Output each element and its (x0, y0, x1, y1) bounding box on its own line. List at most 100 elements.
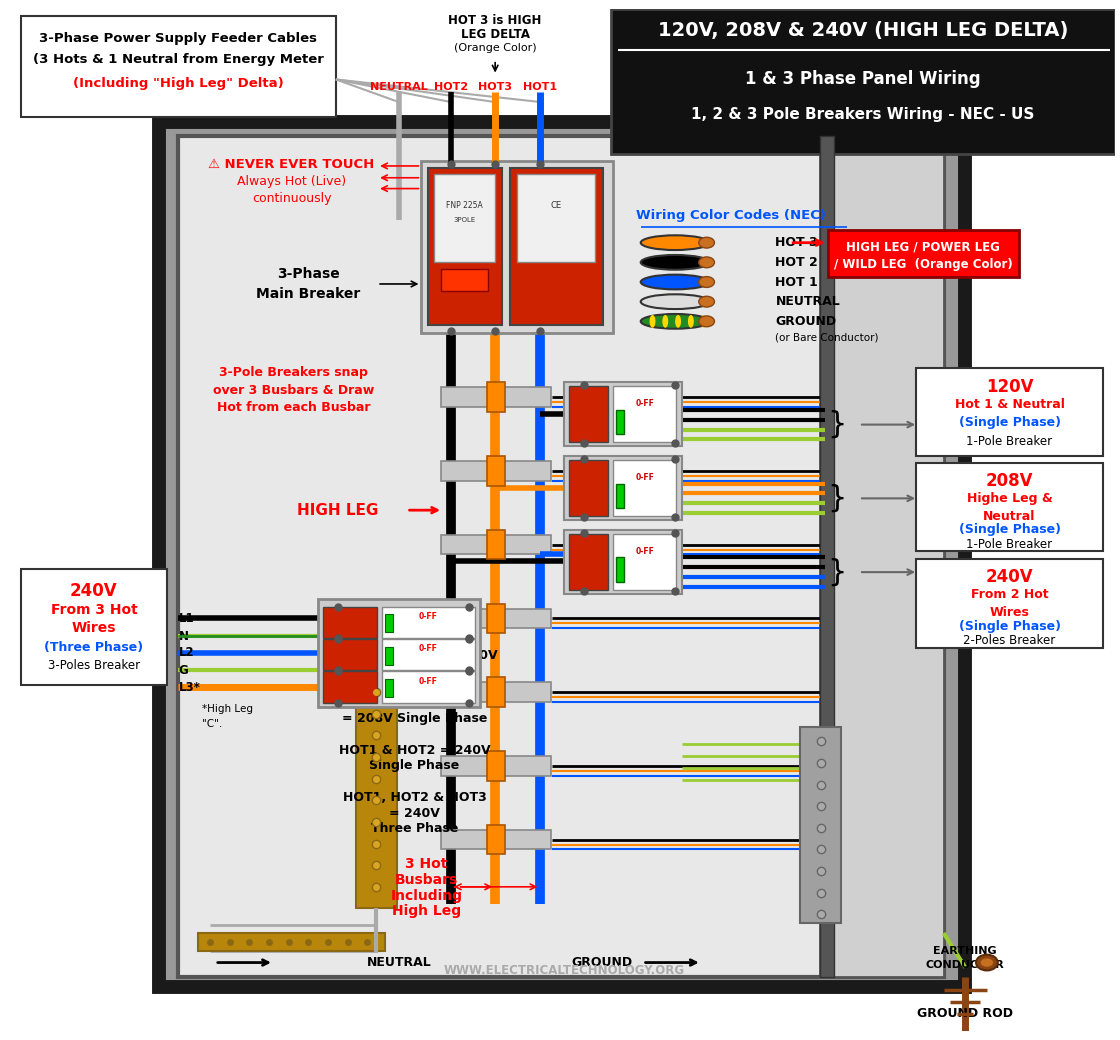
Ellipse shape (699, 296, 715, 307)
Text: NEUTRAL: NEUTRAL (775, 295, 840, 308)
Text: HIGH LEG: HIGH LEG (297, 502, 379, 518)
Ellipse shape (701, 315, 707, 328)
Bar (916, 367, 1103, 457)
Ellipse shape (976, 955, 998, 970)
Bar (318, 599, 480, 707)
Bar (487, 751, 505, 781)
Text: Hot 1 & Neutral: Hot 1 & Neutral (954, 398, 1064, 412)
Text: 1-Pole Breaker: 1-Pole Breaker (967, 538, 1053, 551)
Text: 0-FF: 0-FF (419, 612, 438, 621)
Text: (3 Hots & 1 Neutral from Energy Meter: (3 Hots & 1 Neutral from Energy Meter (34, 53, 324, 67)
Text: 1 & 3 Phase Panel Wiring: 1 & 3 Phase Panel Wiring (745, 71, 981, 88)
Text: Busbars: Busbars (394, 873, 458, 887)
Bar (441, 269, 488, 291)
Text: 0-FF: 0-FF (419, 645, 438, 653)
Text: 240V: 240V (986, 568, 1034, 586)
Text: 3 Hot: 3 Hot (405, 857, 448, 872)
Text: over 3 Busbars & Draw: over 3 Busbars & Draw (213, 384, 374, 396)
Bar (613, 386, 676, 442)
Bar (487, 529, 505, 560)
Ellipse shape (699, 277, 715, 287)
Bar (564, 457, 682, 520)
Text: }: } (828, 410, 847, 439)
Text: (Single Phase): (Single Phase) (959, 620, 1061, 632)
Text: Highe Leg &: Highe Leg & (967, 492, 1053, 504)
Bar (441, 756, 551, 776)
Text: Wiring Color Codes (NEC): Wiring Color Codes (NEC) (636, 209, 827, 222)
Text: 3-Pole Breakers snap: 3-Pole Breakers snap (220, 366, 368, 379)
Text: HOT1: HOT1 (523, 82, 558, 93)
Bar (441, 535, 551, 554)
Bar (441, 387, 551, 407)
Bar (441, 682, 551, 702)
Bar (385, 647, 393, 665)
Bar (178, 136, 944, 978)
Text: = 240V: = 240V (389, 807, 440, 820)
Bar (487, 825, 505, 855)
Text: EARTHING: EARTHING (933, 945, 997, 956)
Text: HOT1 & Neutral = 120V: HOT1 & Neutral = 120V (332, 649, 497, 662)
Text: Always Hot (Live): Always Hot (Live) (237, 175, 346, 188)
Bar (323, 606, 377, 638)
Text: NEUTRAL: NEUTRAL (367, 956, 432, 969)
Bar (569, 534, 608, 590)
Text: (Single Phase): (Single Phase) (959, 416, 1061, 430)
Text: (or Bare Conductor): (or Bare Conductor) (775, 332, 879, 342)
Text: From 3 Hot: From 3 Hot (50, 603, 138, 618)
Text: }: } (828, 557, 847, 587)
Text: Single Phase: Single Phase (370, 665, 459, 678)
Bar (382, 606, 475, 638)
Text: HOT 3 is HIGH: HOT 3 is HIGH (448, 14, 542, 27)
Text: Including: Including (391, 888, 463, 903)
Text: ⚠ NEVER EVER TOUCH: ⚠ NEVER EVER TOUCH (208, 157, 375, 171)
Text: 3-Phase: 3-Phase (277, 267, 339, 281)
Bar (916, 463, 1103, 551)
Text: 3-Phase Power Supply Feeder Cables: 3-Phase Power Supply Feeder Cables (39, 31, 317, 45)
Bar (428, 167, 502, 326)
Text: 3POLE: 3POLE (454, 217, 476, 223)
Bar (198, 933, 385, 951)
Bar (487, 383, 505, 412)
Text: CONDUCTOR: CONDUCTOR (926, 961, 1005, 970)
Bar (441, 608, 551, 628)
Text: (Orange Color): (Orange Color) (454, 43, 536, 53)
Bar (421, 161, 613, 333)
Text: / WILD LEG  (Orange Color): / WILD LEG (Orange Color) (833, 258, 1012, 270)
Bar (616, 410, 624, 435)
Bar (616, 484, 624, 509)
Text: GROUND: GROUND (775, 315, 837, 328)
Bar (820, 136, 834, 978)
Text: Wires: Wires (990, 606, 1029, 619)
Bar (385, 615, 393, 632)
Bar (355, 677, 396, 909)
Bar (323, 639, 377, 671)
Ellipse shape (980, 958, 993, 967)
Text: 2-Poles Breaker: 2-Poles Breaker (963, 634, 1056, 648)
Bar (21, 569, 167, 685)
Bar (441, 461, 551, 480)
Bar (510, 167, 604, 326)
Text: N: N (178, 629, 188, 643)
Text: }: } (828, 484, 847, 513)
Ellipse shape (699, 316, 715, 327)
Bar (564, 529, 682, 594)
Text: 0-FF: 0-FF (419, 677, 438, 685)
Text: Main Breaker: Main Breaker (256, 287, 361, 301)
Ellipse shape (641, 294, 710, 309)
Bar (441, 830, 551, 850)
Text: HOT1, HOT2 & HOT3: HOT1, HOT2 & HOT3 (343, 790, 486, 804)
Text: Hot from each Busbar: Hot from each Busbar (217, 401, 371, 414)
Ellipse shape (699, 237, 715, 249)
Ellipse shape (641, 235, 710, 250)
Text: Neutral: Neutral (983, 510, 1036, 522)
Text: HOT3: HOT3 (478, 82, 512, 93)
Bar (828, 230, 1019, 277)
Ellipse shape (675, 315, 681, 328)
Bar (516, 174, 596, 262)
Bar (323, 672, 377, 703)
Text: From 2 Hot: From 2 Hot (971, 589, 1048, 601)
Text: (Including "High Leg" Delta): (Including "High Leg" Delta) (73, 77, 283, 89)
Text: HOT2: HOT2 (433, 82, 468, 93)
Text: 3-Poles Breaker: 3-Poles Breaker (48, 659, 140, 672)
Ellipse shape (641, 255, 710, 269)
